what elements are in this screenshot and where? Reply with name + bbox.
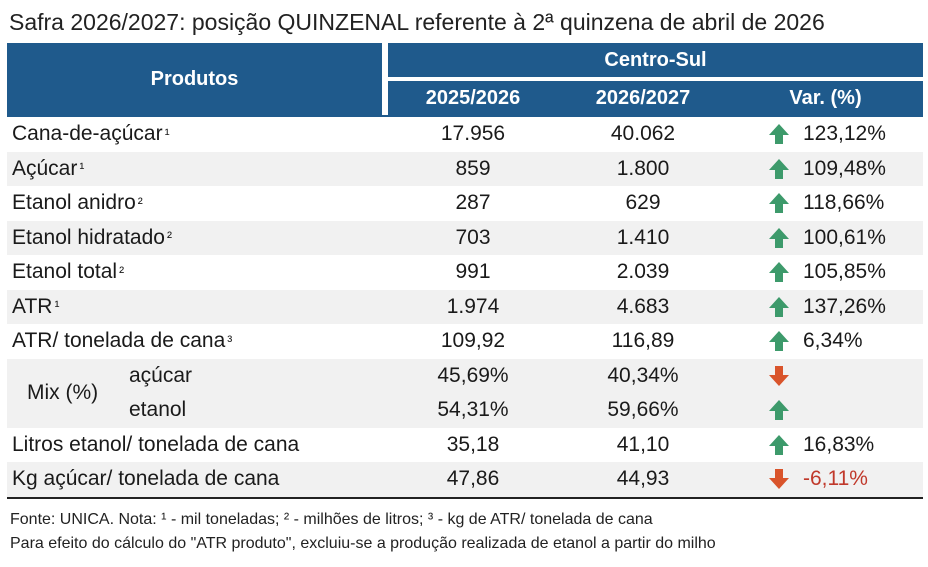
value-2026-2027: 116,89 [611,329,675,353]
row-footnote-marker: ³ [227,332,233,350]
mix-row-sugar: Mix (%) açúcar 45,69% 40,34% [7,359,923,404]
row-label: ATR ¹ [12,290,59,325]
table-row: ATR/ tonelada de cana ³ 109,92 116,89 6,34% [7,324,923,359]
value-2026-2027: 41,10 [616,432,670,456]
row-footnote-marker: ² [166,229,172,247]
row-footnote-marker: ² [119,263,125,281]
header-divider [7,115,923,117]
arrow-up-icon [767,221,791,256]
table-bottom-rule [7,496,923,499]
row-label-text: ATR/ tonelada de cana [12,329,226,353]
mix-ethanol-value-2026: 59,66% [607,398,679,422]
data-table: Produtos Centro-Sul 2025/2026 2026/2027 … [7,43,923,499]
arrow-down-icon [767,359,791,394]
value-2026-2027: 40.062 [610,122,676,146]
mix-row-ethanol: etanol 54,31% 59,66% [7,393,923,428]
arrow-up-icon [767,255,791,290]
row-label-text: Etanol anidro [12,191,136,215]
arrow-up-icon [767,290,791,325]
mix-sugar-value-2025: 45,69% [437,363,509,387]
value-2026-2027: 2.039 [616,260,670,284]
row-label-text: Etanol hidratado [12,225,165,249]
row-footnote-marker: ¹ [164,125,170,143]
header-columns: 2025/2026 2026/2027 Var. (%) [388,81,923,115]
row-footnote-marker: ¹ [79,160,85,178]
mix-block: Mix (%) açúcar 45,69% 40,34% etanol 54,3… [7,358,923,428]
mix-label: Mix (%) [27,380,99,404]
row-footnote-marker: ¹ [54,298,60,316]
header-col-variation: Var. (%) [789,86,862,109]
variation-percent: 6,34% [803,329,863,353]
row-label: Etanol total ² [12,255,124,290]
value-2025-2026: 1.974 [446,294,500,318]
arrow-up-icon [767,117,791,152]
row-label-text: Açúcar [12,156,78,180]
arrow-up-icon [767,152,791,187]
variation-percent: 109,48% [803,156,886,180]
variation-percent: 118,66% [803,191,885,215]
table-row: ATR ¹ 1.974 4.683 137,26% [7,289,923,325]
row-label: Açúcar ¹ [12,152,84,187]
table-row: Cana-de-açúcar ¹ 17.956 40.062 123,12% [7,117,923,152]
row-label-text: ATR [12,294,53,318]
row-label: Litros etanol/ tonelada de cana [12,428,299,463]
value-2026-2027: 629 [625,191,661,215]
header-col-2026-2027: 2026/2027 [595,86,691,109]
variation-percent: -6,11% [803,467,868,491]
row-footnote-marker: ² [137,194,143,212]
variation-percent: 123,12% [803,122,886,146]
value-2025-2026: 47,86 [446,467,500,491]
arrow-up-icon [767,186,791,221]
page-title: Safra 2026/2027: posição QUINZENAL refer… [9,9,825,35]
table-row: Etanol total ² 991 2.039 105,85% [7,255,923,290]
table-row: Etanol hidratado ² 703 1.410 100,61% [7,220,923,256]
footnote-source: Fonte: UNICA. Nota: ¹ - mil toneladas; ²… [10,511,653,528]
value-2025-2026: 859 [455,156,491,180]
row-label-text: Kg açúcar/ tonelada de cana [12,467,280,491]
value-2025-2026: 109,92 [440,329,506,353]
header-region: Centro-Sul [388,43,923,77]
arrow-up-icon [767,428,791,463]
table-row: Açúcar ¹ 859 1.800 109,48% [7,151,923,187]
value-2025-2026: 703 [455,225,491,249]
table-header: Produtos Centro-Sul 2025/2026 2026/2027 … [7,43,923,115]
variation-percent: 137,26% [803,294,886,318]
row-label: Etanol anidro ² [12,186,143,221]
value-2026-2027: 44,93 [616,467,670,491]
row-label: Etanol hidratado ² [12,221,172,256]
header-products: Produtos [7,43,382,115]
value-2026-2027: 4.683 [616,294,670,318]
value-2025-2026: 287 [455,191,491,215]
header-col-2025-2026: 2025/2026 [425,86,521,109]
row-label: ATR/ tonelada de cana ³ [12,324,232,359]
variation-percent: 105,85% [803,260,886,284]
mix-sugar-value-2026: 40,34% [607,363,679,387]
row-label-text: Litros etanol/ tonelada de cana [12,432,300,456]
value-2025-2026: 991 [455,260,491,284]
arrow-up-icon [767,393,791,428]
row-label-text: Cana-de-açúcar [12,122,163,146]
mix-ethanol-value-2025: 54,31% [437,398,509,422]
table-row: Etanol anidro ² 287 629 118,66% [7,186,923,221]
footnotes: Fonte: UNICA. Nota: ¹ - mil toneladas; ²… [10,508,716,556]
mix-ethanol-label: etanol [129,398,187,422]
row-label: Cana-de-açúcar ¹ [12,117,170,152]
value-2026-2027: 1.410 [616,225,670,249]
mix-sugar-label: açúcar [129,363,193,387]
footnote-atr: Para efeito do cálculo do "ATR produto",… [10,535,716,552]
arrow-down-icon [767,462,791,497]
variation-percent: 16,83% [803,432,875,456]
table-row: Kg açúcar/ tonelada de cana 47,86 44,93 -6,… [7,462,923,497]
variation-percent: 100,61% [803,225,886,249]
value-2025-2026: 35,18 [446,432,500,456]
row-label-text: Etanol total [12,260,118,284]
value-2026-2027: 1.800 [616,156,670,180]
arrow-up-icon [767,324,791,359]
value-2025-2026: 17.956 [440,122,506,146]
row-label: Kg açúcar/ tonelada de cana [12,462,279,497]
table-row: Litros etanol/ tonelada de cana 35,18 41,1… [7,428,923,463]
